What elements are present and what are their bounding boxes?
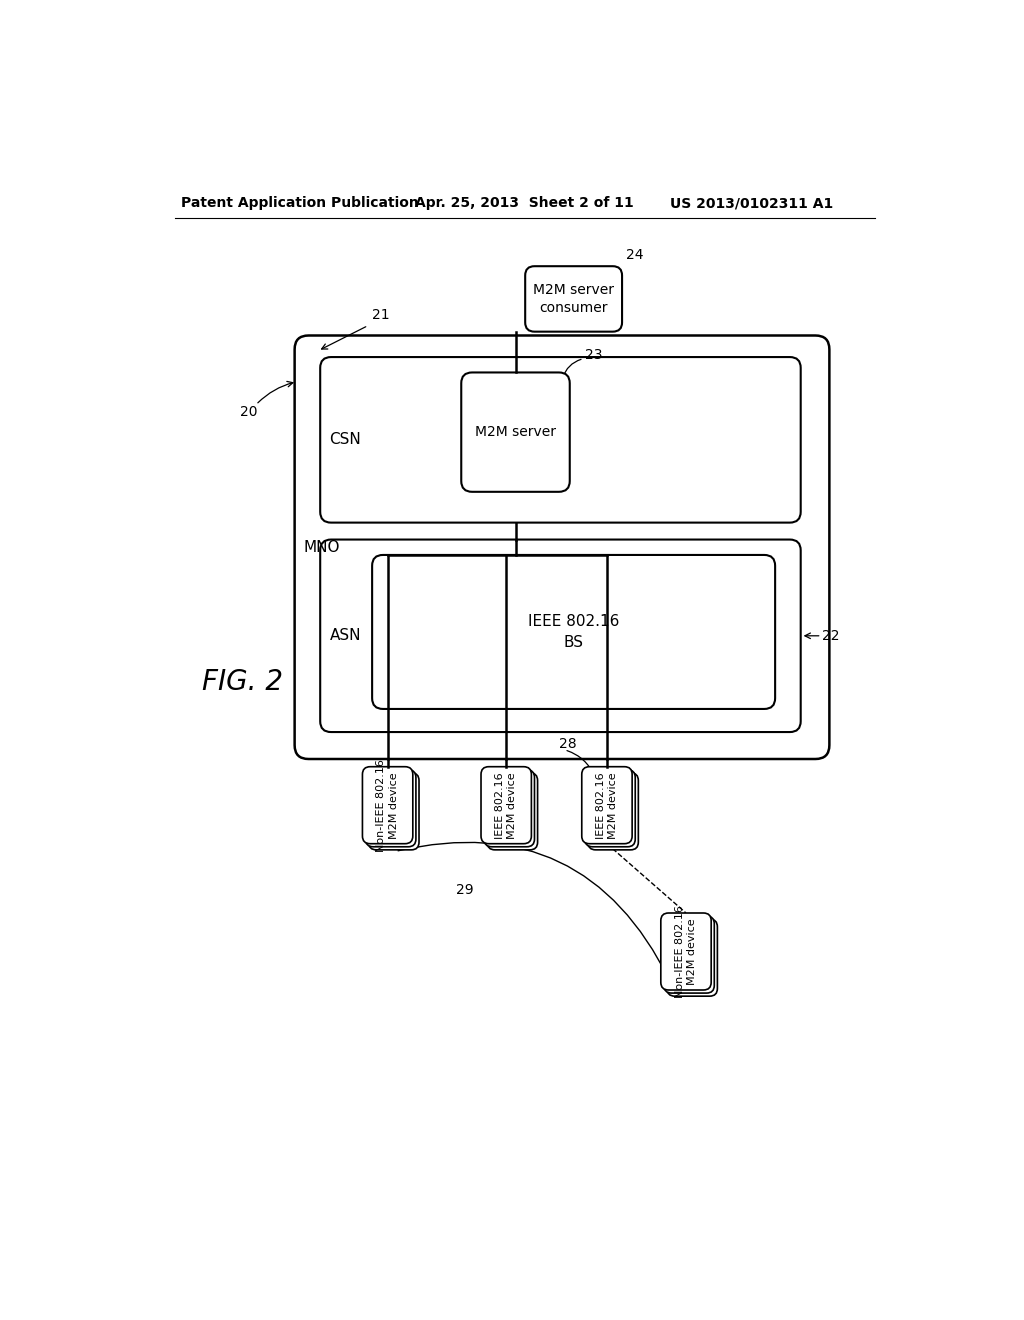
- Text: Non-IEEE 802.16
M2M device: Non-IEEE 802.16 M2M device: [675, 906, 697, 998]
- Text: CSN: CSN: [330, 433, 361, 447]
- Text: IEEE 802.16
M2M device: IEEE 802.16 M2M device: [495, 772, 517, 838]
- FancyBboxPatch shape: [664, 916, 715, 993]
- Text: 20: 20: [241, 405, 258, 420]
- Text: IEEE 802.16
BS: IEEE 802.16 BS: [528, 614, 620, 649]
- Text: 29: 29: [457, 883, 474, 896]
- Text: M2M server
consumer: M2M server consumer: [534, 282, 614, 315]
- FancyBboxPatch shape: [660, 913, 712, 990]
- Text: 21: 21: [372, 308, 390, 322]
- FancyBboxPatch shape: [321, 540, 801, 733]
- FancyBboxPatch shape: [525, 267, 622, 331]
- Text: 28: 28: [559, 737, 577, 751]
- FancyBboxPatch shape: [372, 554, 775, 709]
- Text: Non-IEEE 802.16
M2M device: Non-IEEE 802.16 M2M device: [377, 759, 398, 851]
- FancyBboxPatch shape: [667, 919, 718, 997]
- FancyBboxPatch shape: [487, 774, 538, 850]
- Text: MNO: MNO: [304, 540, 340, 554]
- FancyBboxPatch shape: [295, 335, 829, 759]
- FancyBboxPatch shape: [585, 770, 635, 847]
- Text: 22: 22: [822, 628, 840, 643]
- Text: IEEE 802.16
M2M device: IEEE 802.16 M2M device: [596, 772, 618, 838]
- FancyBboxPatch shape: [588, 774, 638, 850]
- Text: 23: 23: [586, 347, 603, 362]
- Text: ASN: ASN: [330, 628, 361, 643]
- FancyBboxPatch shape: [582, 767, 632, 843]
- FancyBboxPatch shape: [481, 767, 531, 843]
- FancyBboxPatch shape: [461, 372, 569, 492]
- FancyBboxPatch shape: [369, 774, 419, 850]
- FancyBboxPatch shape: [484, 770, 535, 847]
- FancyBboxPatch shape: [321, 358, 801, 523]
- FancyBboxPatch shape: [362, 767, 413, 843]
- Text: Apr. 25, 2013  Sheet 2 of 11: Apr. 25, 2013 Sheet 2 of 11: [415, 197, 634, 210]
- Text: M2M server: M2M server: [475, 425, 556, 440]
- Text: Patent Application Publication: Patent Application Publication: [180, 197, 419, 210]
- Text: 24: 24: [626, 248, 643, 263]
- FancyBboxPatch shape: [366, 770, 416, 847]
- Text: FIG. 2: FIG. 2: [202, 668, 283, 696]
- Text: US 2013/0102311 A1: US 2013/0102311 A1: [671, 197, 834, 210]
